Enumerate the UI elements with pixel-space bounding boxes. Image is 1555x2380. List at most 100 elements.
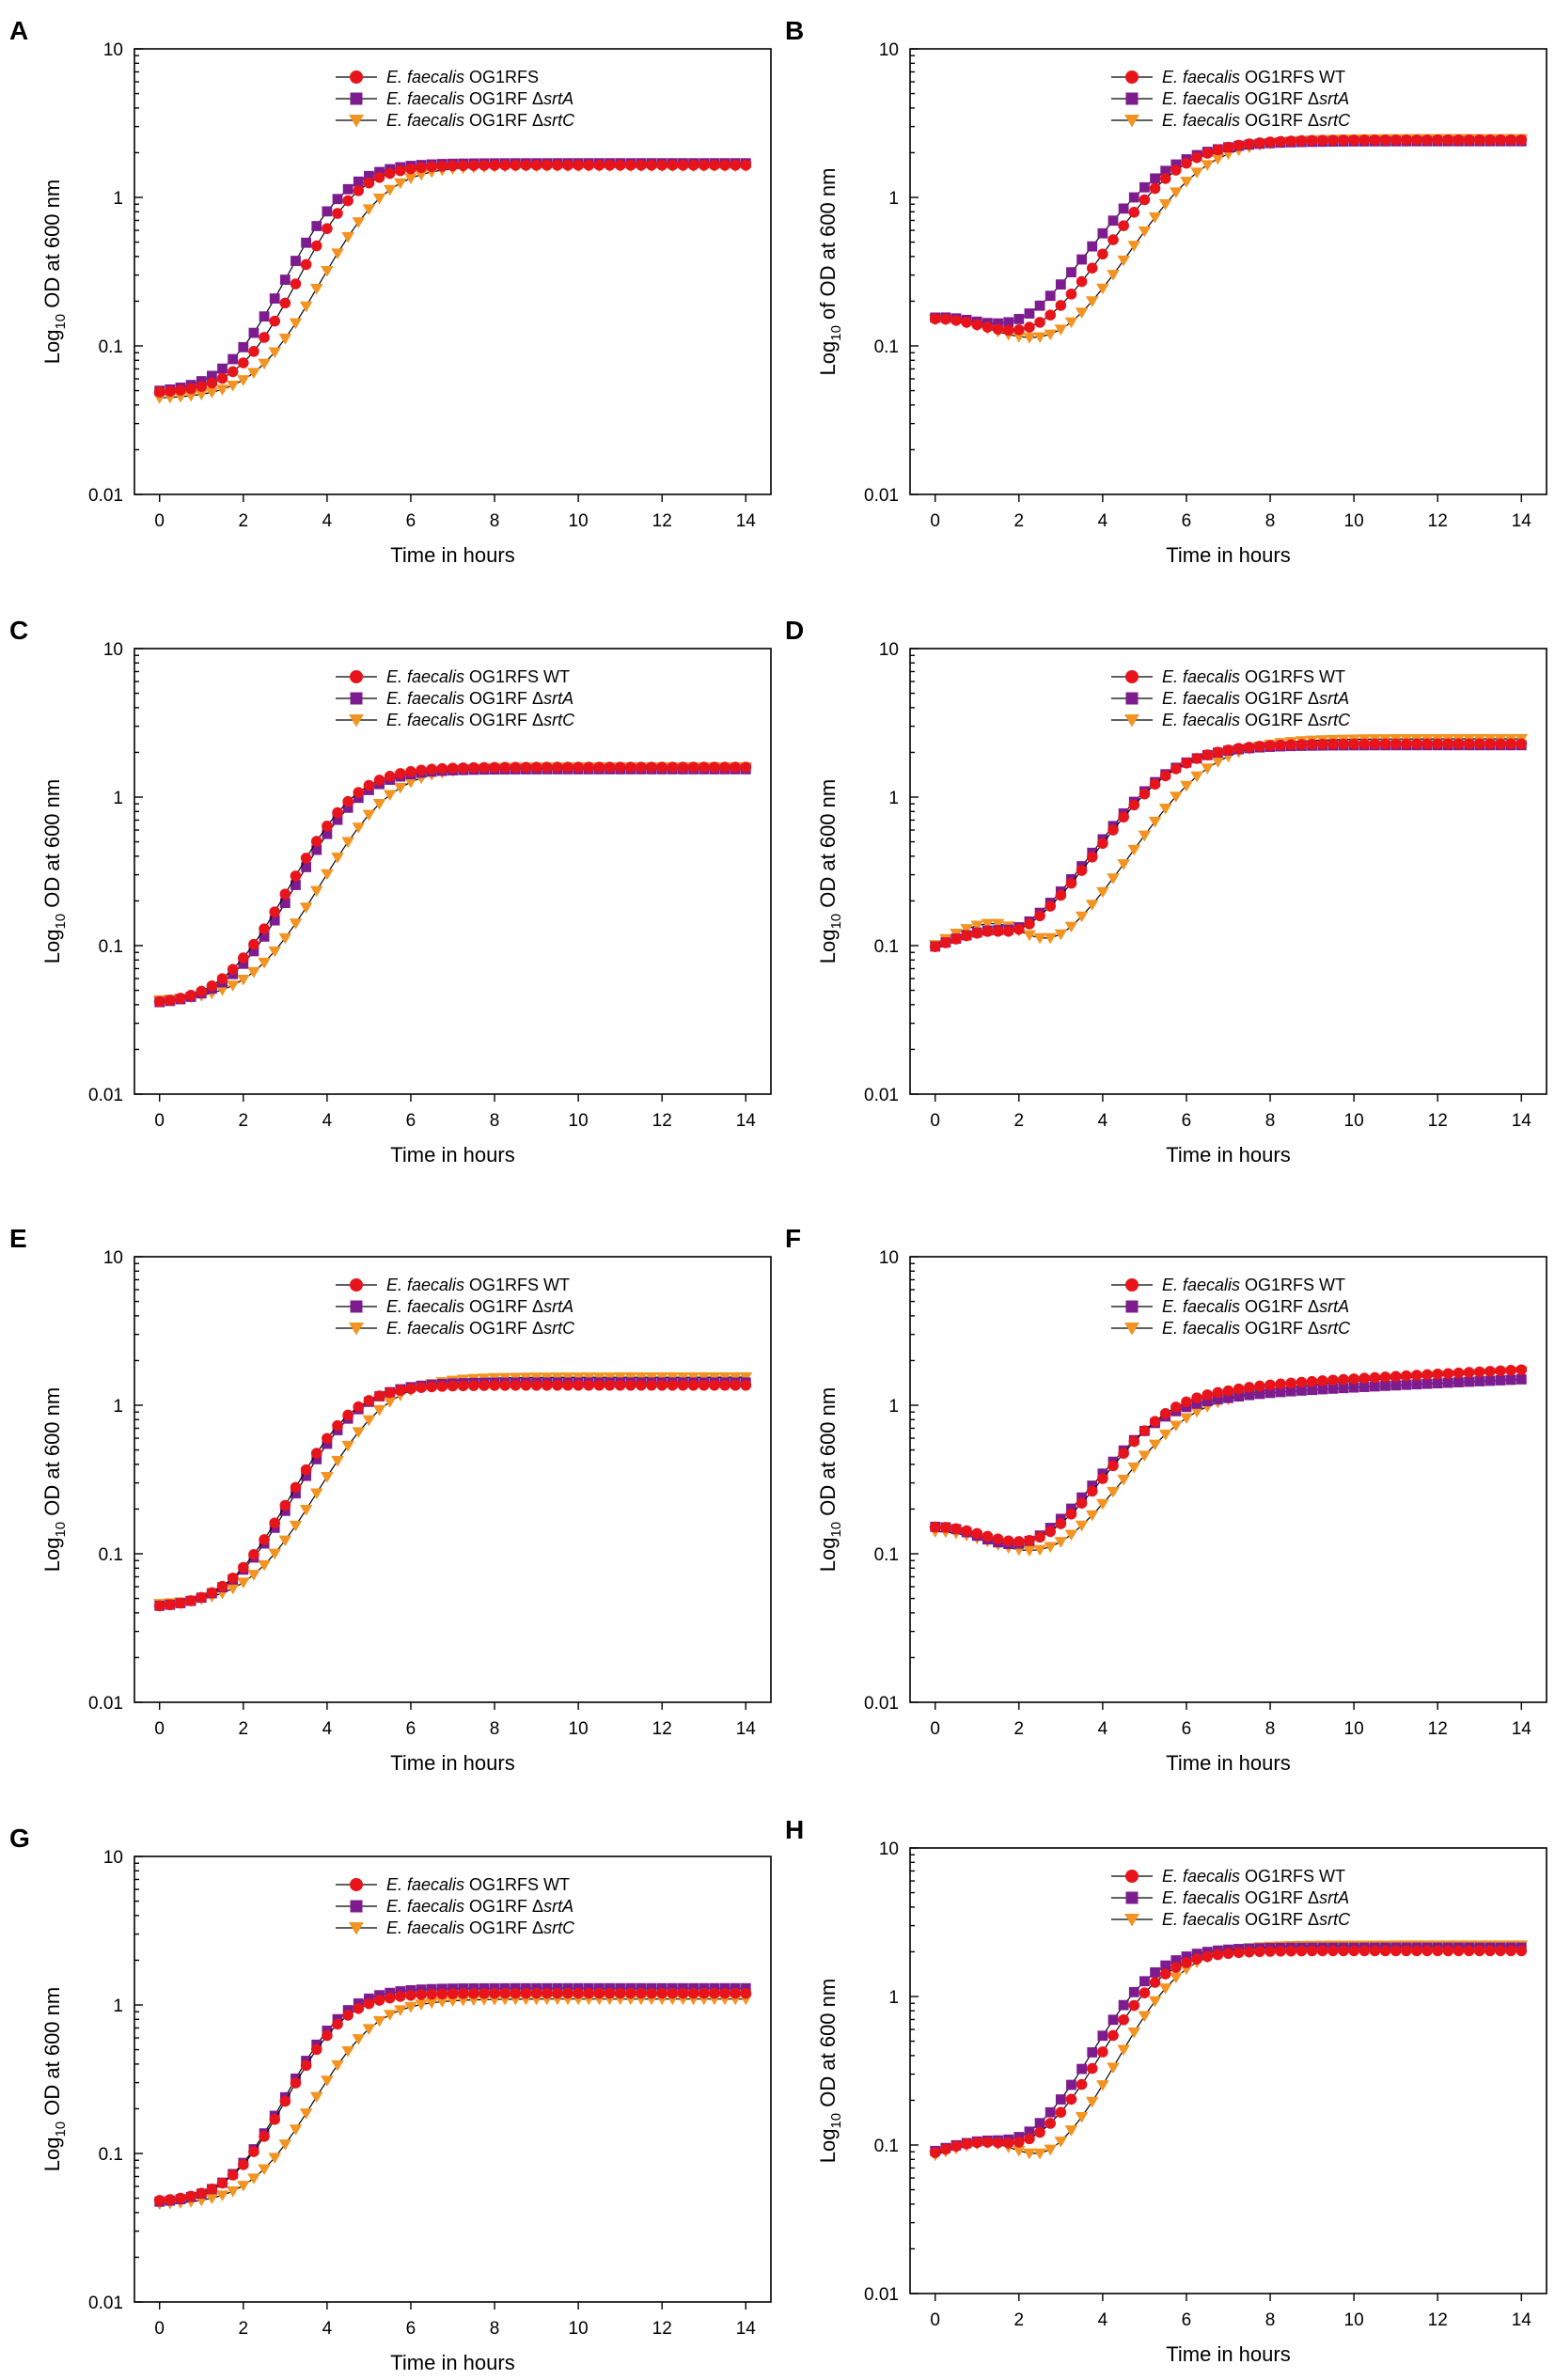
legend-species: E. faecalis [1162, 1888, 1240, 1907]
data-point-wt [530, 761, 542, 774]
data-point-wt [719, 761, 730, 773]
y-axis-title-rest: OD at 600 nm [40, 180, 64, 314]
data-point-wt [332, 208, 343, 219]
x-tick-label: 14 [736, 1111, 757, 1131]
legend-species: E. faecalis [386, 667, 464, 686]
data-point-wt [153, 2195, 165, 2206]
data-point-wt [982, 926, 994, 937]
data-point-wt [709, 1379, 720, 1391]
series-line-srtA [935, 1947, 1522, 2152]
data-point-wt [1495, 134, 1506, 146]
data-point-wt [363, 1997, 375, 2010]
data-point-srtA [311, 1453, 322, 1464]
legend: E. faecalis OG1RFS WTE. faecalis OG1RF Δ… [336, 1276, 575, 1338]
data-point-wt [709, 1987, 720, 1999]
data-point-wt [300, 2059, 312, 2072]
data-point-srtA [1202, 1396, 1213, 1407]
x-tick-label: 12 [652, 1111, 672, 1131]
legend-species: E. faecalis [1162, 111, 1240, 130]
data-point-wt [1348, 1373, 1359, 1385]
data-point-srtC [258, 358, 271, 370]
data-point-srtA [1181, 1951, 1192, 1962]
data-point-wt [353, 185, 365, 196]
data-point-wt [719, 159, 730, 171]
data-point-wt [1495, 738, 1506, 750]
y-tick-label: 0.01 [88, 486, 123, 506]
data-point-wt [489, 1987, 500, 1999]
data-point-srtC [1158, 804, 1172, 815]
data-point-srtC [1096, 283, 1109, 295]
data-point-wt [520, 1379, 532, 1391]
data-point-wt [259, 2131, 270, 2142]
data-point-wt [1212, 746, 1224, 758]
data-point-srtC [352, 1427, 366, 1438]
x-tick-label: 10 [1344, 511, 1364, 531]
data-point-wt [269, 315, 281, 327]
data-point-wt [1159, 1968, 1171, 1980]
data-point-wt [982, 321, 994, 333]
data-point-wt [153, 1600, 165, 1612]
data-point-wt [175, 384, 186, 396]
x-tick-label: 14 [1512, 1719, 1532, 1739]
data-point-wt [950, 933, 962, 945]
data-point-srtA [1432, 1378, 1443, 1389]
y-tick-label: 0.1 [874, 337, 899, 357]
legend-mutation: srtC [1319, 1319, 1351, 1338]
legend-species: E. faecalis [386, 689, 464, 708]
legend-marker-srtA [1125, 1891, 1139, 1904]
data-point-wt [165, 385, 176, 398]
data-point-wt [259, 1534, 270, 1545]
data-point-srtC [1013, 332, 1026, 343]
data-point-wt [583, 761, 595, 773]
data-point-wt [1453, 1367, 1465, 1379]
data-point-wt [1275, 135, 1286, 148]
data-point-srtC [1096, 2080, 1109, 2091]
data-point-wt [342, 2010, 353, 2021]
data-point-wt [1233, 743, 1245, 754]
data-point-wt [593, 761, 605, 773]
data-point-wt [593, 159, 605, 171]
data-point-wt [310, 2043, 322, 2056]
x-axis-title: Time in hours [390, 1143, 514, 1167]
data-point-srtC [404, 173, 417, 185]
legend-mutation: srtC [543, 1319, 575, 1338]
data-point-wt [698, 1379, 710, 1391]
data-point-srtA [1369, 1381, 1380, 1392]
data-point-wt [1411, 738, 1422, 750]
data-point-srtA [1087, 241, 1098, 252]
data-point-wt [552, 761, 563, 774]
x-tick-label: 0 [930, 511, 940, 531]
data-point-srtC [1064, 921, 1078, 933]
legend-strain: OG1RF Δ [1240, 1319, 1319, 1338]
data-point-wt [1505, 738, 1516, 750]
data-point-srtA [1338, 1383, 1349, 1394]
legend-strain: OG1RF Δ [464, 711, 543, 729]
data-point-srtC [1170, 187, 1183, 198]
plot-frame [909, 1256, 1547, 1703]
data-point-wt [248, 2146, 259, 2157]
legend-marker-srtA [1125, 92, 1139, 105]
data-point-wt [698, 761, 710, 773]
legend-species: E. faecalis [1162, 89, 1240, 108]
data-point-wt [1359, 134, 1371, 146]
data-point-srtA [1285, 1386, 1296, 1397]
data-point-wt [1463, 738, 1475, 750]
data-point-srtC [321, 1471, 334, 1483]
data-point-wt [426, 1381, 438, 1393]
data-point-wt [436, 161, 448, 172]
legend: E. faecalis OG1RFS WTE. faecalis OG1RF Δ… [1111, 1276, 1351, 1338]
data-point-srtC [1138, 830, 1152, 842]
data-point-srtC [1201, 160, 1215, 171]
legend-mutation: srtC [1319, 111, 1351, 130]
data-point-wt [1516, 1945, 1528, 1957]
data-point-wt [1034, 1531, 1045, 1543]
data-point-wt [322, 2029, 333, 2042]
data-point-srtC [289, 1520, 303, 1532]
data-point-wt [290, 2077, 302, 2089]
data-point-wt [1128, 1999, 1140, 2012]
data-point-wt [216, 1580, 228, 1592]
data-point-wt [310, 240, 322, 252]
data-point-srtC [1023, 1545, 1036, 1558]
x-tick-label: 10 [569, 2319, 589, 2339]
data-point-wt [698, 1987, 710, 1999]
